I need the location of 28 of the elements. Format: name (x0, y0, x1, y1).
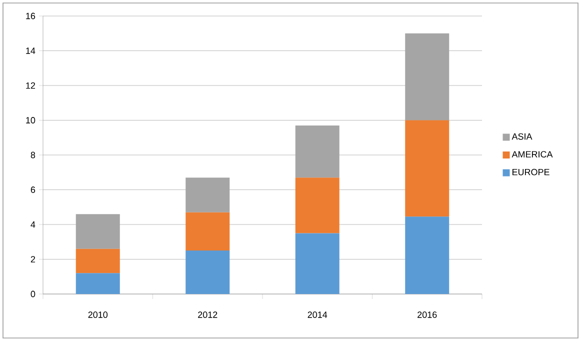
legend-label: ASIA (512, 133, 532, 140)
bar (76, 273, 120, 294)
y-tick-label: 6 (30, 186, 36, 193)
bar (186, 178, 230, 212)
x-tick-label: 2010 (88, 312, 108, 318)
bar (295, 125, 340, 178)
x-tick-label: 2014 (308, 312, 328, 318)
y-tick-label: 10 (26, 117, 36, 124)
y-tick-label: 0 (30, 290, 36, 298)
y-tick-label: 16 (26, 12, 36, 20)
legend-label: AMERICA (512, 151, 553, 158)
bar (186, 212, 230, 251)
x-tick-label: 2012 (198, 312, 218, 318)
y-tick-label: 8 (30, 152, 36, 158)
bar (76, 248, 120, 274)
bar (405, 33, 450, 120)
bar (76, 214, 120, 249)
bar (295, 233, 340, 294)
y-tick-label: 2 (30, 256, 36, 262)
y-tick-label: 12 (26, 82, 36, 89)
bar (186, 250, 230, 294)
legend-label: EUROPE (512, 168, 550, 176)
x-tick-label: 2016 (418, 312, 437, 318)
bar (295, 178, 340, 234)
bar (405, 216, 450, 294)
bar (405, 120, 450, 217)
y-tick-label: 4 (30, 221, 36, 228)
y-tick-label: 14 (26, 48, 36, 54)
